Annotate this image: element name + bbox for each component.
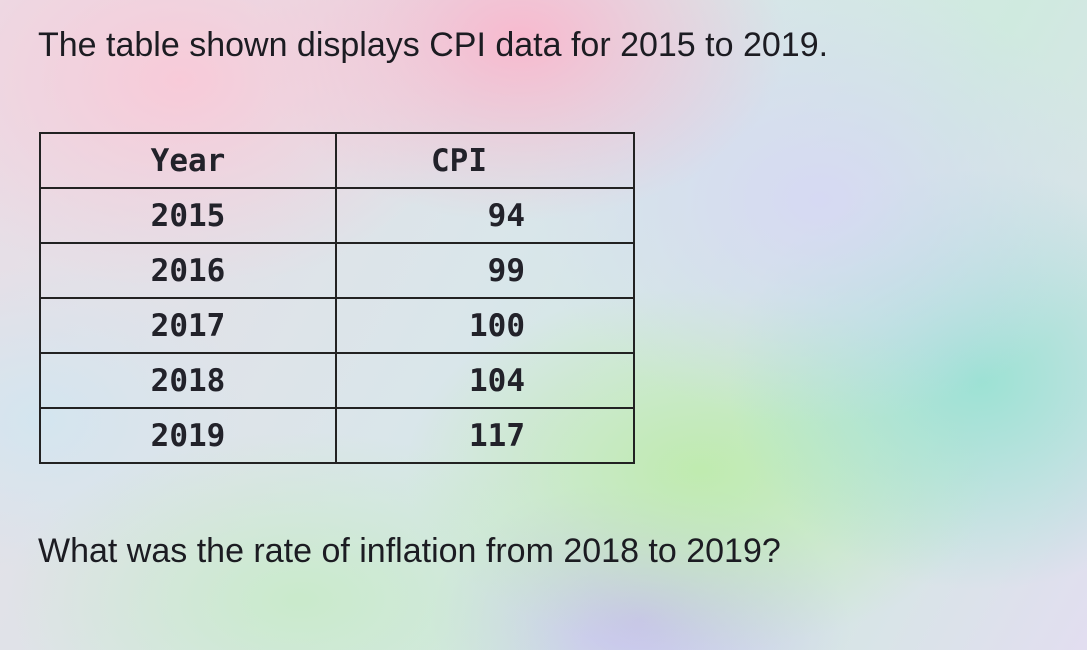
table-row: 2018 104 [39, 352, 635, 409]
table-row: 2015 94 [39, 187, 635, 244]
header-cell: Year [39, 132, 337, 189]
year-cell: 2019 [39, 407, 337, 464]
table-header: Year CPI [39, 132, 635, 189]
year-cell: 2015 [39, 187, 337, 244]
question-prompt: What was the rate of inflation from 2018… [38, 532, 781, 570]
cpi-cell: 100 [335, 297, 635, 354]
cpi-cell: 117 [335, 407, 635, 464]
table-body: 2015 94 2016 99 2017 100 2018 104 2019 117 [39, 187, 635, 464]
cpi-table: Year CPI 2015 94 2016 99 2017 100 2018 104 2019 11… [39, 132, 635, 464]
cpi-cell: 94 [335, 187, 635, 244]
cpi-cell: 99 [335, 242, 635, 299]
header-cell: CPI [335, 132, 635, 189]
header-row: Year CPI [39, 132, 635, 189]
year-cell: 2017 [39, 297, 337, 354]
year-cell: 2018 [39, 352, 337, 409]
table-row: 2016 99 [39, 242, 635, 299]
year-cell: 2016 [39, 242, 337, 299]
table-row: 2019 117 [39, 407, 635, 464]
cpi-cell: 104 [335, 352, 635, 409]
table-row: 2017 100 [39, 297, 635, 354]
question-intro: The table shown displays CPI data for 20… [38, 26, 829, 64]
